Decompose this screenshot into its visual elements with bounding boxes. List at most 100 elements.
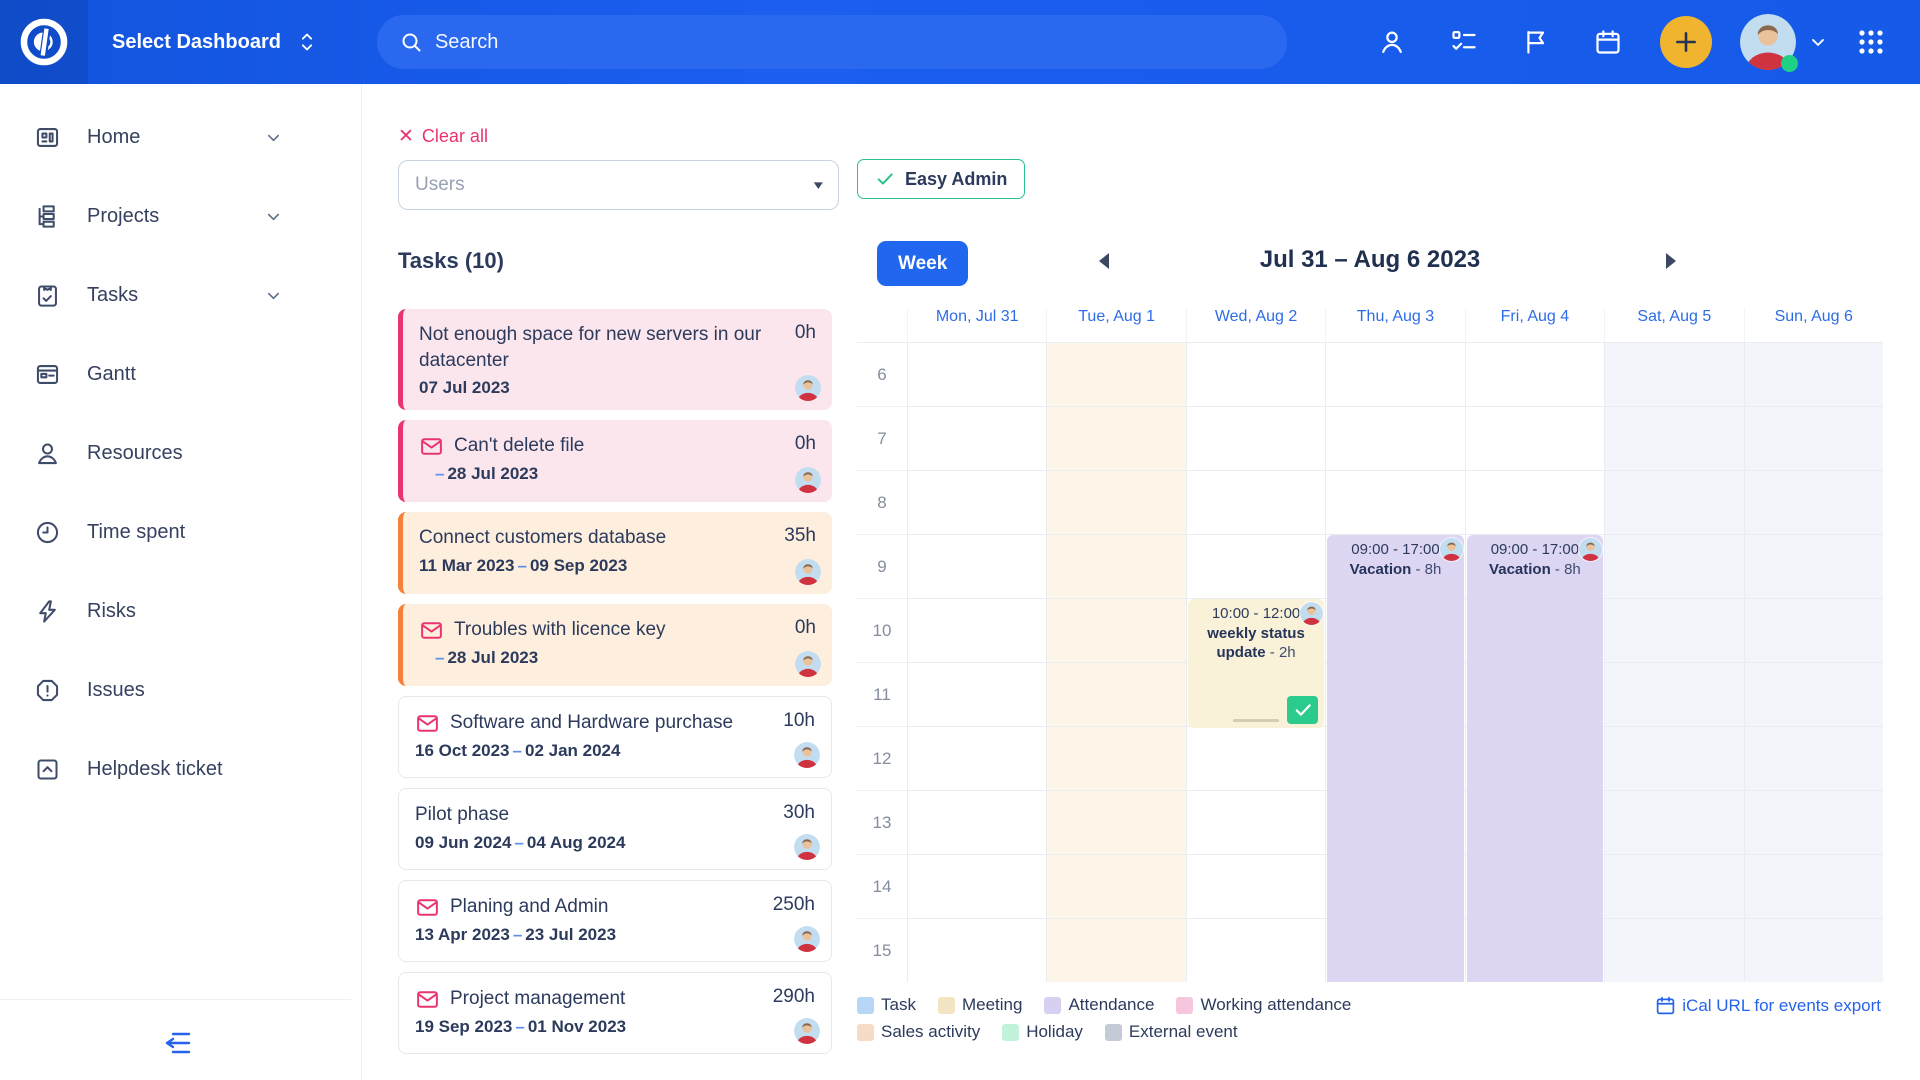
event-time: 09:00 - 17:00: [1490, 541, 1580, 558]
legend-swatch: [857, 996, 874, 1014]
legend-swatch: [857, 1023, 874, 1041]
day-header: Sun, Aug 6: [1743, 308, 1883, 342]
search-input[interactable]: [434, 30, 1265, 54]
flag-icon: [1527, 30, 1545, 54]
task-card[interactable]: Pilot phase 30h 09 Jun 2024–04 Aug 2024: [398, 788, 832, 871]
next-week-button[interactable]: [1660, 248, 1683, 277]
envelope-icon: [415, 711, 440, 736]
legend-swatch: [1104, 1023, 1122, 1041]
add-new-button[interactable]: [1660, 16, 1712, 68]
checklist-button[interactable]: [1450, 28, 1478, 56]
task-card[interactable]: Troubles with licence key 0h –28 Jul 202…: [398, 604, 832, 687]
sidebar-item-home[interactable]: Home: [0, 98, 361, 177]
task-title: Planing and Admin: [450, 896, 609, 918]
event-resize-handle[interactable]: [1233, 719, 1280, 722]
ical-export-link[interactable]: iCal URL for events export: [1655, 995, 1881, 1016]
users-filter-input[interactable]: [415, 174, 816, 196]
envelope-icon: [419, 618, 444, 643]
assignee-avatar: [794, 926, 820, 953]
calendar-icon: [1596, 30, 1620, 54]
day-column-mon[interactable]: [907, 343, 1047, 982]
event-avatar: [1439, 538, 1463, 561]
calendar-icon: [1657, 996, 1675, 1015]
task-hours: 30h: [783, 802, 815, 824]
day-header: Sat, Aug 5: [1604, 308, 1743, 342]
assignee-avatar: [795, 375, 821, 402]
task-card[interactable]: Software and Hardware purchase 10h 16 Oc…: [398, 696, 832, 779]
day-header: Wed, Aug 2: [1185, 308, 1325, 342]
task-dates: 13 Apr 2023–23 Jul 2023: [415, 924, 617, 944]
task-title: Not enough space for new servers in our …: [419, 324, 762, 372]
day-column-tue[interactable]: [1046, 343, 1186, 982]
task-title: Troubles with licence key: [454, 619, 666, 641]
global-search[interactable]: [376, 15, 1287, 69]
event-title: weekly status update: [1207, 624, 1305, 662]
task-title: Software and Hardware purchase: [450, 712, 734, 734]
calendar-button[interactable]: [1594, 28, 1622, 56]
task-card[interactable]: Not enough space for new servers in our …: [398, 309, 832, 411]
sidebar-item-helpdesk[interactable]: Helpdesk ticket: [0, 730, 361, 809]
app-logo[interactable]: [0, 0, 88, 84]
task-card[interactable]: Project management 290h 19 Sep 2023–01 N…: [398, 972, 832, 1055]
select-caret-icon: ▾: [814, 177, 824, 192]
legend-swatch: [1002, 1023, 1020, 1041]
sidebar-item-gantt[interactable]: Gantt: [0, 335, 361, 414]
event-completed-checkbox[interactable]: [1287, 696, 1319, 724]
calendar-event-meeting[interactable]: 10:00 - 12:00 weekly status update - 2h: [1187, 599, 1325, 728]
topbar-actions: [1334, 14, 1886, 72]
day-column-sun[interactable]: [1743, 343, 1883, 982]
task-card[interactable]: Can't delete file 0h –28 Jul 2023: [398, 420, 832, 503]
sidebar-item-tasks[interactable]: Tasks: [0, 256, 361, 335]
sidebar-item-label: Gantt: [87, 363, 136, 385]
task-dates: 19 Sep 2023–01 Nov 2023: [415, 1016, 627, 1036]
sidebar-collapse-button[interactable]: [0, 1020, 351, 1066]
lightning-icon: [34, 598, 61, 625]
person-icon: [34, 440, 61, 467]
task-card[interactable]: Planing and Admin 250h 13 Apr 2023–23 Ju…: [398, 880, 832, 963]
tasks-clipboard-icon: [34, 282, 61, 309]
task-hours: 0h: [794, 322, 816, 343]
active-filter-chip[interactable]: Easy Admin: [857, 159, 1026, 199]
user-avatar-menu[interactable]: [1740, 14, 1798, 72]
calendar-event-vacation[interactable]: 09:00 - 17:00 Vacation - 8h: [1327, 535, 1464, 982]
avatar-dropdown-chevron[interactable]: [1808, 32, 1828, 52]
sidebar: Home Projects: [0, 84, 362, 1080]
task-title: Can't delete file: [454, 435, 585, 457]
task-hours: 10h: [783, 710, 815, 732]
flag-button[interactable]: [1522, 28, 1550, 56]
plus-icon: [1676, 32, 1696, 52]
apps-grid-button[interactable]: [1856, 27, 1886, 57]
main-content: ✕ Clear all ▾ Easy Admin Tasks (10) Not …: [362, 84, 1920, 1080]
event-time: 09:00 - 17:00: [1351, 541, 1440, 558]
week-view-button[interactable]: Week: [877, 241, 969, 286]
task-title: Pilot phase: [415, 804, 510, 826]
task-hours: 250h: [772, 894, 815, 916]
helpdesk-ticket-icon: [34, 756, 61, 783]
sidebar-item-label: Time spent: [87, 521, 186, 543]
sidebar-item-risks[interactable]: Risks: [0, 572, 361, 651]
users-button[interactable]: [1378, 28, 1406, 56]
task-hours: 0h: [794, 617, 816, 639]
task-hours: 0h: [794, 433, 816, 455]
dashboard-selector[interactable]: Select Dashboard: [112, 30, 317, 54]
task-dates: 16 Oct 2023–02 Jan 2024: [415, 740, 621, 760]
users-filter-select[interactable]: ▾: [398, 160, 839, 210]
sidebar-item-projects[interactable]: Projects: [0, 177, 361, 256]
gantt-icon: [34, 361, 61, 388]
calendar-footer: Task Meeting Attendance Working attendan…: [857, 995, 1883, 1042]
sidebar-item-issues[interactable]: Issues: [0, 651, 361, 730]
task-card[interactable]: Connect customers database 35h 11 Mar 20…: [398, 512, 832, 595]
home-icon: [34, 124, 61, 151]
day-column-sat[interactable]: [1604, 343, 1744, 982]
day-header: Thu, Aug 3: [1325, 308, 1464, 342]
calendar-event-vacation[interactable]: 09:00 - 17:00 Vacation - 8h: [1466, 535, 1604, 982]
sidebar-item-time-spent[interactable]: Time spent: [0, 493, 361, 572]
clock-icon: [34, 519, 61, 546]
sidebar-item-resources[interactable]: Resources: [0, 414, 361, 493]
clear-all-filters-button[interactable]: ✕ Clear all: [398, 126, 488, 147]
previous-week-button[interactable]: [1092, 248, 1115, 277]
legend-item: Attendance: [1044, 995, 1154, 1015]
chevron-down-icon: [264, 207, 283, 226]
calendar-grid[interactable]: 6 7 8 9 10 11 12 13 14 15: [857, 342, 1883, 982]
legend-item: External event: [1104, 1022, 1238, 1042]
